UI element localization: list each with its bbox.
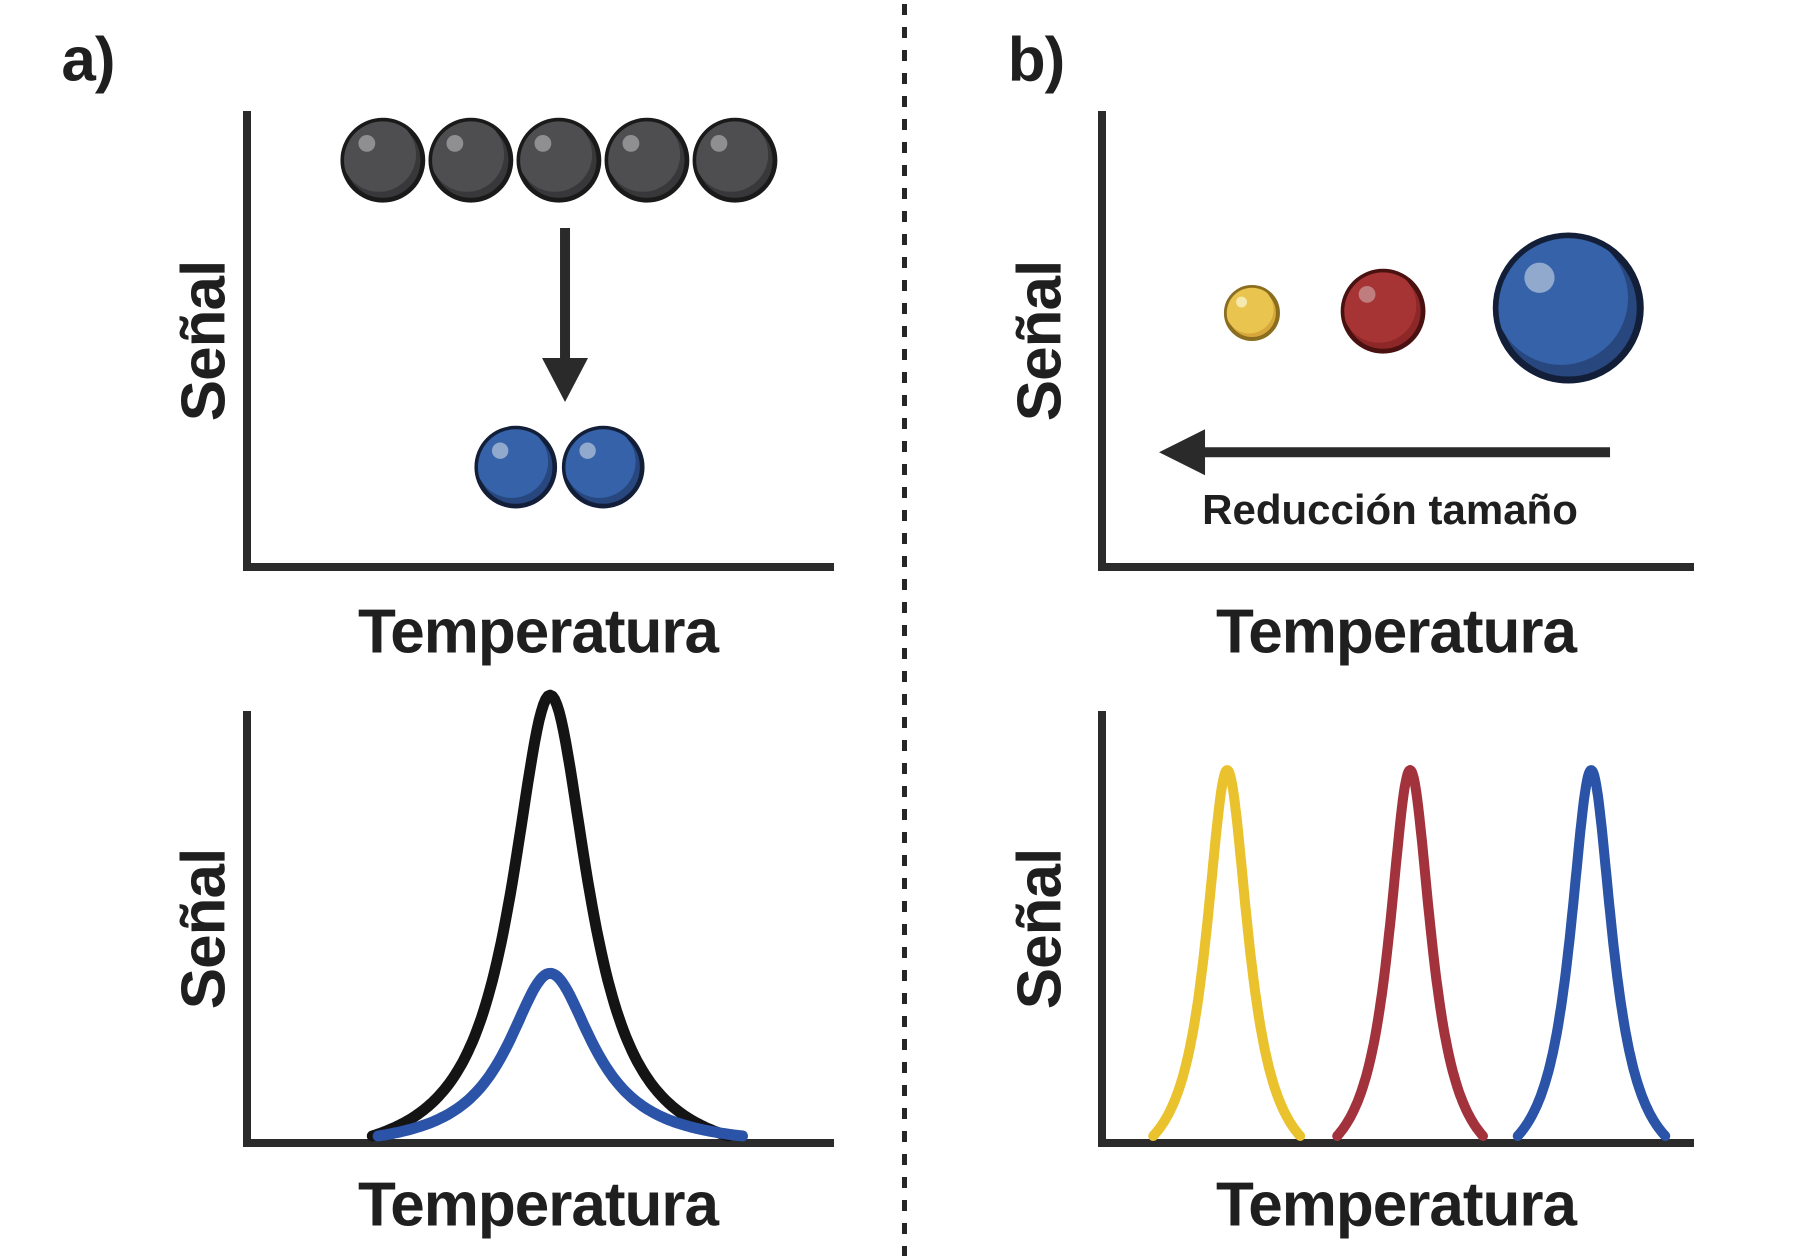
particle-blue	[1492, 232, 1644, 384]
particle-large-gray	[340, 117, 426, 203]
panel-b-label: b)	[1007, 25, 1066, 95]
particle-sintered-blue	[474, 425, 558, 509]
particle-large-gray	[516, 117, 602, 203]
particle-yellow	[1223, 284, 1280, 341]
size-reduction-arrow-label: Reducción tamaño	[1202, 486, 1578, 533]
plot-axes-aBot	[243, 711, 834, 1147]
peak-curve-yellow	[1148, 765, 1306, 1141]
peak-curve-black	[366, 689, 734, 1142]
y-axis-label-a-bottom: Señal	[169, 848, 239, 1010]
arrow-down-head	[542, 357, 589, 402]
arrow-left-head	[1159, 429, 1206, 476]
x-axis-label-a-top: Temperatura	[358, 597, 719, 667]
panel-a-label: a)	[61, 25, 115, 95]
particle-sintered-blue	[561, 425, 645, 509]
peak-curve-blue	[372, 967, 748, 1142]
y-axis-label-a-top: Señal	[169, 260, 239, 422]
x-axis-label-b-bottom: Temperatura	[1216, 1170, 1577, 1240]
y-axis-label-b-bottom: Señal	[1005, 848, 1075, 1010]
particle-large-gray	[692, 117, 778, 203]
plot-axes-bBot	[1098, 711, 1694, 1147]
plot-axes-bTop	[1098, 111, 1694, 571]
particle-large-gray	[428, 117, 514, 203]
y-axis-label-b-top: Señal	[1005, 260, 1075, 422]
particle-red	[1340, 268, 1426, 354]
panel-divider-dashed-line	[902, 4, 907, 1256]
peak-curve-blue	[1512, 765, 1671, 1141]
x-axis-label-a-bottom: Temperatura	[358, 1170, 719, 1240]
particle-large-gray	[604, 117, 690, 203]
x-axis-label-b-top: Temperatura	[1216, 597, 1577, 667]
plot-axes-aTop	[243, 111, 834, 571]
peak-curve-red	[1332, 765, 1488, 1141]
